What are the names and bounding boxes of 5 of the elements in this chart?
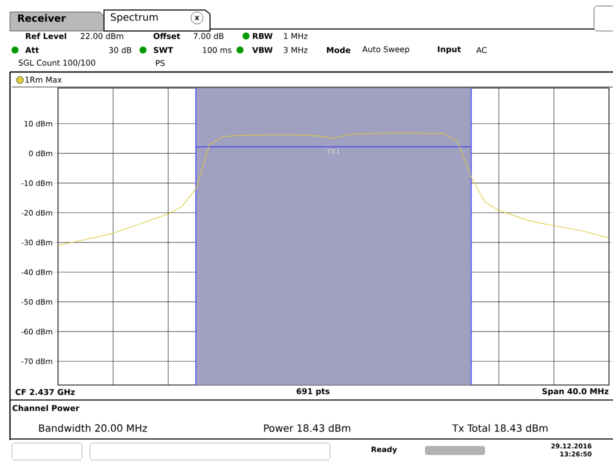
text: Power 18.43 dBm xyxy=(264,424,350,432)
text: Bandwidth 20.00 MHz xyxy=(39,424,147,432)
text: Receiver xyxy=(18,14,66,22)
text: Spectrum xyxy=(110,13,158,23)
text: Tx Total 18.43 dBm xyxy=(452,424,548,432)
